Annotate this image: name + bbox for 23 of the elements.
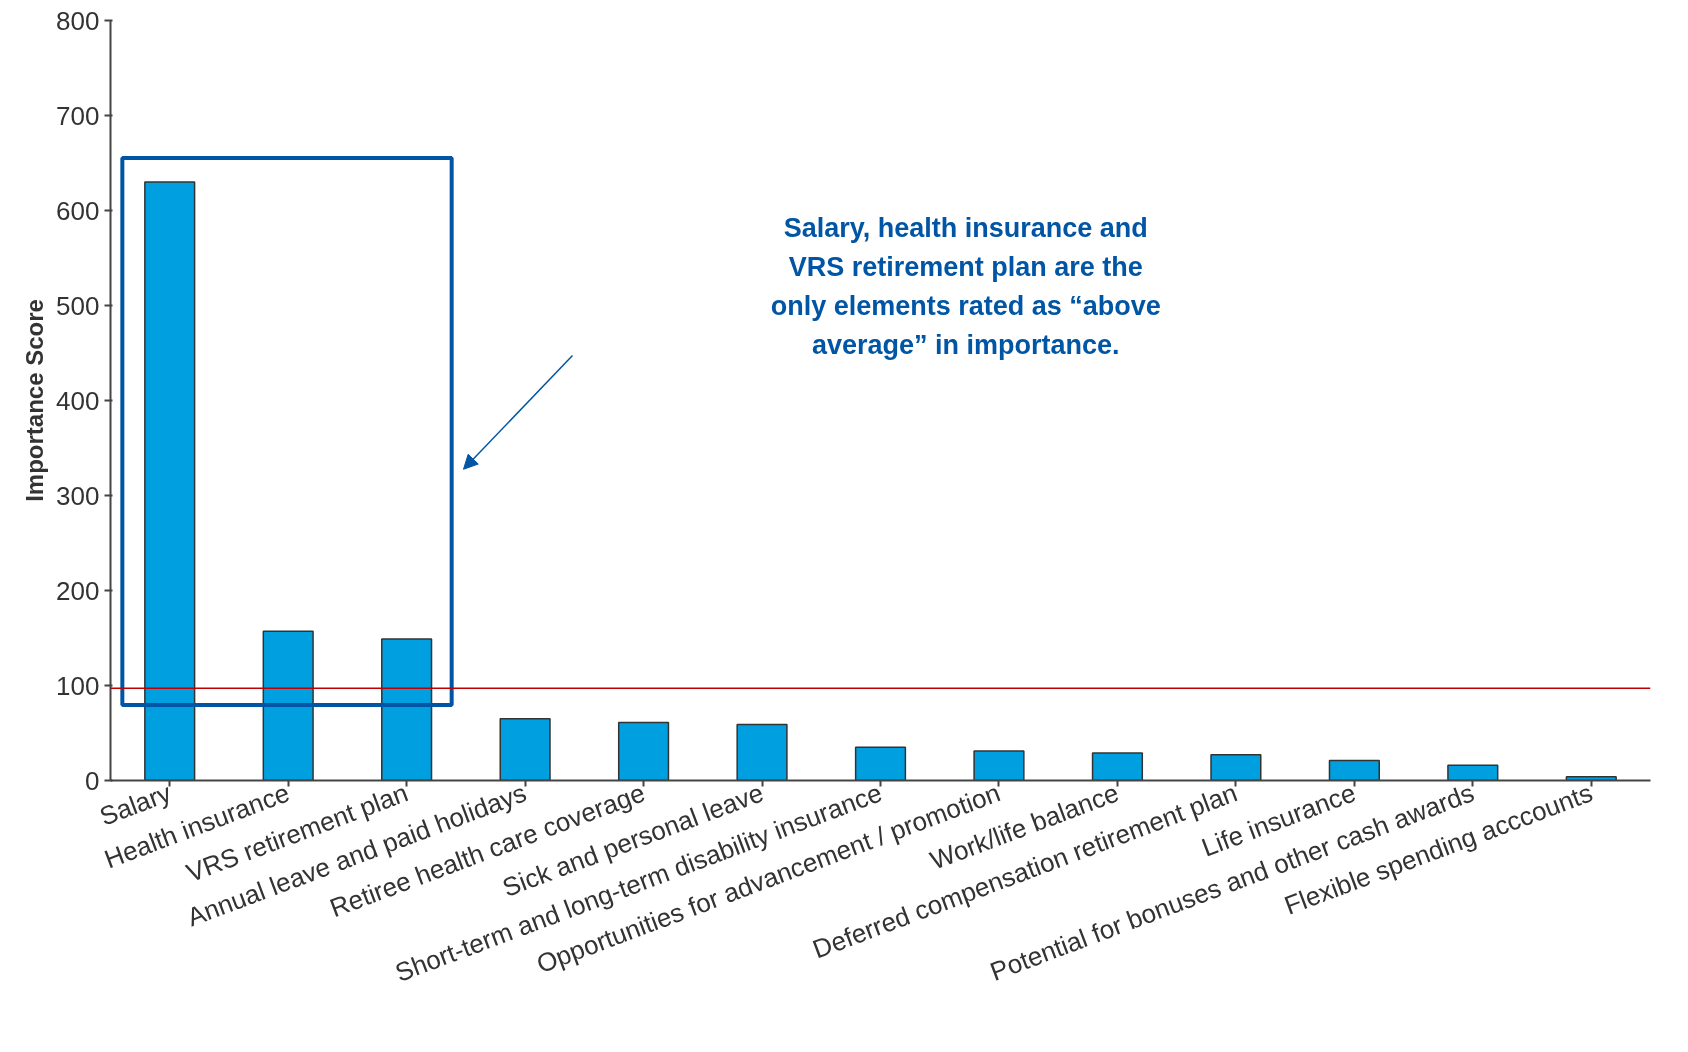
annotation: Salary, health insurance and VRS retirement plan are the only elements rated as “above average” in importance. (770, 213, 1161, 360)
bar (381, 638, 433, 781)
bar (499, 718, 551, 781)
bar (736, 723, 788, 781)
bar (617, 721, 670, 781)
bar (1091, 752, 1144, 781)
y-tick-label: 800 (56, 5, 100, 36)
y-tick-label: 200 (56, 575, 100, 606)
bar (973, 750, 1025, 781)
bar (1328, 759, 1380, 781)
y-tick-label: 400 (56, 385, 100, 416)
y-axis-title: Importance Score (21, 299, 49, 502)
y-tick-label: 700 (56, 100, 100, 131)
bar (1447, 764, 1499, 781)
y-tick-label: 0 (85, 765, 100, 796)
y-tick-label: 300 (56, 480, 100, 511)
bar (262, 630, 314, 781)
y-tick-label: 100 (56, 670, 100, 701)
bar (854, 746, 907, 781)
y-tick-label: 500 (56, 290, 100, 321)
bar (144, 181, 196, 781)
bar (1210, 754, 1262, 781)
y-tick-label: 600 (56, 195, 100, 226)
